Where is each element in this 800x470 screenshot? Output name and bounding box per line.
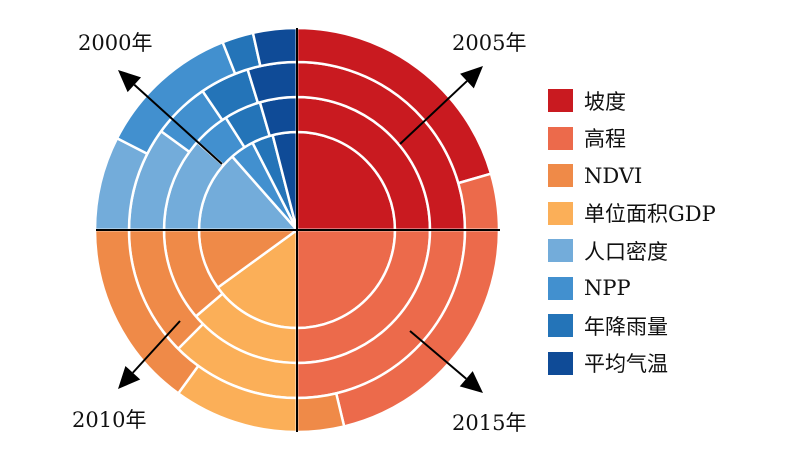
legend: 坡度 高程 NDVI 单位面积GDP 人口密度 NPP 年降雨量 平均气温 bbox=[548, 82, 788, 382]
legend-swatch bbox=[548, 164, 573, 188]
quadrant-label-top-left: 2000年 bbox=[78, 31, 152, 55]
ring-segment bbox=[251, 26, 299, 68]
legend-item-mean-temperature: 平均气温 bbox=[548, 345, 788, 383]
labels-layer: 2000年 2005年 2010年 2015年 bbox=[72, 31, 526, 435]
arrow-head-top-left bbox=[118, 70, 142, 93]
legend-item-ndvi: NDVI bbox=[548, 157, 788, 195]
legend-item-annual-rainfall: 年降雨量 bbox=[548, 307, 788, 345]
quadrant-label-top-right: 2005年 bbox=[452, 31, 526, 55]
arrow-line-top-right bbox=[399, 80, 468, 145]
legend-label: 坡度 bbox=[584, 89, 626, 114]
legend-item-gdp: 单位面积GDP bbox=[548, 195, 788, 233]
arrow-head-bottom-left bbox=[118, 366, 141, 389]
axes-layer bbox=[96, 28, 500, 432]
arrows-layer bbox=[118, 66, 483, 393]
legend-label: 单位面积GDP bbox=[584, 202, 716, 227]
ring-segment bbox=[93, 228, 200, 395]
quadrant-label-bottom-right: 2015年 bbox=[452, 411, 526, 435]
legend-swatch bbox=[548, 351, 573, 375]
legend-swatch bbox=[548, 314, 573, 338]
legend-swatch bbox=[548, 126, 573, 150]
quadrant-label-bottom-left: 2010年 bbox=[72, 408, 146, 432]
legend-item-population-density: 人口密度 bbox=[548, 232, 788, 270]
legend-swatch bbox=[548, 276, 573, 300]
arrow-line-bottom-right bbox=[409, 330, 467, 380]
legend-item-slope: 坡度 bbox=[548, 82, 788, 120]
ring-segment bbox=[457, 172, 501, 232]
legend-swatch bbox=[548, 89, 573, 113]
segments-layer bbox=[93, 26, 501, 434]
arrow-head-top-right bbox=[460, 66, 483, 89]
legend-label: 年降雨量 bbox=[584, 314, 668, 339]
legend-item-elevation: 高程 bbox=[548, 120, 788, 158]
legend-label: NPP bbox=[584, 276, 631, 301]
legend-item-npp: NPP bbox=[548, 270, 788, 308]
legend-swatch bbox=[548, 201, 573, 225]
legend-label: NDVI bbox=[584, 163, 643, 188]
arrow-line-top-left bbox=[133, 84, 223, 165]
legend-label: 平均气温 bbox=[584, 352, 668, 377]
arrow-head-bottom-right bbox=[459, 371, 483, 393]
arrow-line-bottom-left bbox=[132, 320, 181, 374]
legend-swatch bbox=[548, 239, 573, 263]
legend-label: 高程 bbox=[584, 127, 626, 152]
ring-segment bbox=[295, 392, 346, 434]
legend-label: 人口密度 bbox=[584, 239, 668, 264]
